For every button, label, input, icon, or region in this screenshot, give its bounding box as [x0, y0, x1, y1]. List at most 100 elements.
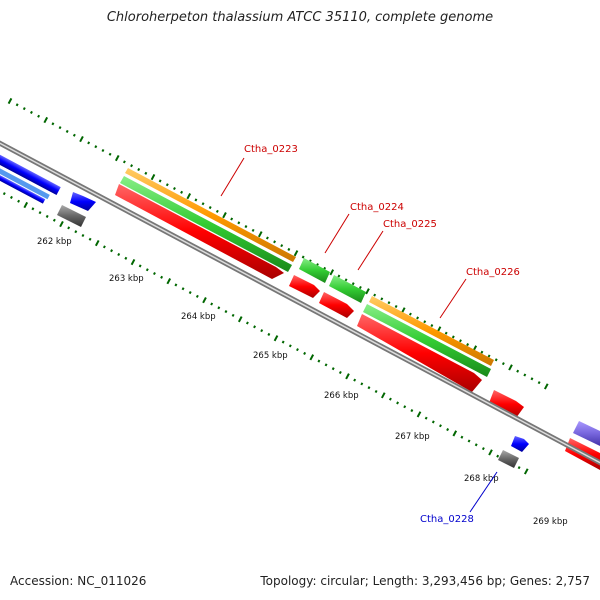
feature-green-0226[interactable] — [363, 304, 491, 377]
outer-tick-69 — [501, 362, 505, 366]
outer-tick-15 — [114, 154, 120, 162]
feature-gray-262[interactable] — [57, 205, 86, 227]
inner-tick-71 — [496, 454, 500, 458]
outer-tick-17 — [130, 164, 134, 168]
inner-tick-27 — [181, 287, 185, 291]
outer-tick-0 — [7, 97, 13, 105]
inner-tick-59 — [410, 409, 414, 413]
outer-tick-19 — [144, 171, 148, 175]
tick-label-265: 265 kbp — [253, 351, 288, 361]
outer-tick-9 — [72, 133, 76, 137]
outer-tick-21 — [158, 179, 162, 183]
feature-red-0226[interactable] — [357, 314, 482, 392]
inner-tick-14 — [88, 237, 92, 241]
inner-tick-52 — [360, 382, 364, 386]
inner-tick-58 — [403, 405, 407, 409]
inner-tick-22 — [145, 268, 149, 272]
inner-tick-47 — [324, 363, 328, 367]
gene-label-ctha-0228[interactable]: Ctha_0228 — [420, 514, 474, 525]
outer-tick-30 — [222, 212, 227, 219]
inner-tick-57 — [396, 401, 400, 405]
accession-text: Accession: NC_011026 — [10, 574, 147, 588]
outer-tick-3 — [30, 110, 33, 114]
inner-tick-38 — [260, 329, 264, 333]
outer-tick-70 — [508, 364, 513, 371]
inner-tick-33 — [224, 310, 228, 314]
inner-tick-67 — [467, 439, 471, 443]
inner-tick-56 — [388, 397, 392, 401]
inner-tick-20 — [130, 258, 136, 266]
inner-tick-74 — [517, 466, 521, 470]
inner-tick-34 — [231, 313, 235, 317]
outer-tick-26 — [194, 198, 198, 202]
outer-tick-72 — [523, 373, 527, 377]
inner-tick-37 — [253, 325, 257, 329]
inner-tick-60 — [416, 411, 422, 418]
inner-tick-4 — [17, 199, 21, 203]
inner-tick-2 — [2, 192, 6, 196]
tick-label-267: 267 kbp — [395, 432, 430, 442]
feature-red-0225[interactable] — [319, 292, 354, 318]
feature-red-0227[interactable] — [489, 390, 524, 418]
outer-tick-35 — [257, 231, 263, 238]
inner-tick-41 — [281, 340, 285, 344]
inner-tick-3 — [10, 195, 13, 199]
inner-tick-51 — [353, 378, 357, 382]
tick-labels: 262 kbp 263 kbp 264 kbp 265 kbp 266 kbp … — [37, 237, 568, 527]
feature-gray-0228[interactable] — [498, 450, 519, 468]
outer-tick-58 — [423, 320, 427, 324]
outer-tick-45 — [329, 269, 335, 276]
outer-tick-25 — [186, 193, 192, 200]
inner-tick-68 — [474, 443, 478, 447]
inner-tick-26 — [174, 283, 178, 287]
inner-tick-30 — [202, 297, 207, 304]
inner-tick-63 — [439, 424, 442, 428]
inner-tick-18 — [117, 252, 121, 257]
feature-orange-0226[interactable] — [369, 296, 494, 366]
inner-tick-marks — [2, 192, 529, 475]
inner-tick-61 — [424, 416, 428, 420]
inner-tick-17 — [110, 249, 114, 253]
tick-label-268: 268 kbp — [464, 474, 499, 484]
outer-tick-66 — [480, 350, 484, 354]
outer-tick-16 — [122, 160, 126, 164]
outer-tick-48 — [351, 282, 355, 286]
feature-purple-right[interactable] — [573, 421, 600, 446]
tick-label-262: 262 kbp — [37, 237, 72, 247]
inner-tick-10 — [59, 220, 64, 228]
feature-green-0224[interactable] — [299, 258, 330, 283]
feature-orange-0223[interactable] — [125, 168, 296, 262]
feature-left-blue-3[interactable] — [0, 163, 46, 204]
feature-left-blue-2[interactable] — [0, 158, 50, 200]
gene-label-ctha-0223[interactable]: Ctha_0223 — [244, 144, 298, 155]
outer-tick-29 — [215, 209, 219, 213]
feature-blue-arrow-262[interactable] — [70, 192, 96, 211]
feature-blue-arrow-0228[interactable] — [511, 436, 529, 452]
inner-tick-62 — [431, 420, 435, 424]
gene-label-ctha-0224[interactable]: Ctha_0224 — [350, 202, 404, 213]
inner-tick-50 — [345, 373, 350, 380]
outer-tick-11 — [87, 141, 91, 145]
outer-tick-41 — [301, 255, 305, 259]
inner-tick-28 — [188, 291, 192, 295]
feature-green-0225[interactable] — [329, 275, 366, 303]
gene-label-ctha-0225[interactable]: Ctha_0225 — [383, 219, 437, 230]
map-title: Chloroherpeton thalassium ATCC 35110, co… — [106, 10, 494, 25]
outer-tick-1 — [15, 103, 19, 107]
inner-tick-39 — [267, 332, 271, 336]
feature-left-blue-1[interactable] — [0, 147, 61, 196]
inner-tick-44 — [303, 351, 307, 355]
inner-tick-42 — [288, 344, 292, 348]
inner-tick-12 — [74, 230, 78, 234]
inner-tick-7 — [38, 211, 42, 215]
feature-red-0223[interactable] — [115, 184, 284, 279]
outer-tick-24 — [180, 190, 184, 194]
gene-label-ctha-0226[interactable]: Ctha_0226 — [466, 267, 520, 278]
outer-tick-46 — [337, 274, 341, 278]
outer-tick-40 — [293, 250, 299, 257]
outer-tick-62 — [451, 335, 455, 339]
inner-tick-25 — [166, 278, 172, 285]
inner-tick-23 — [153, 272, 156, 276]
feature-red-0224[interactable] — [289, 275, 320, 298]
feature-green-0223[interactable] — [120, 176, 292, 272]
